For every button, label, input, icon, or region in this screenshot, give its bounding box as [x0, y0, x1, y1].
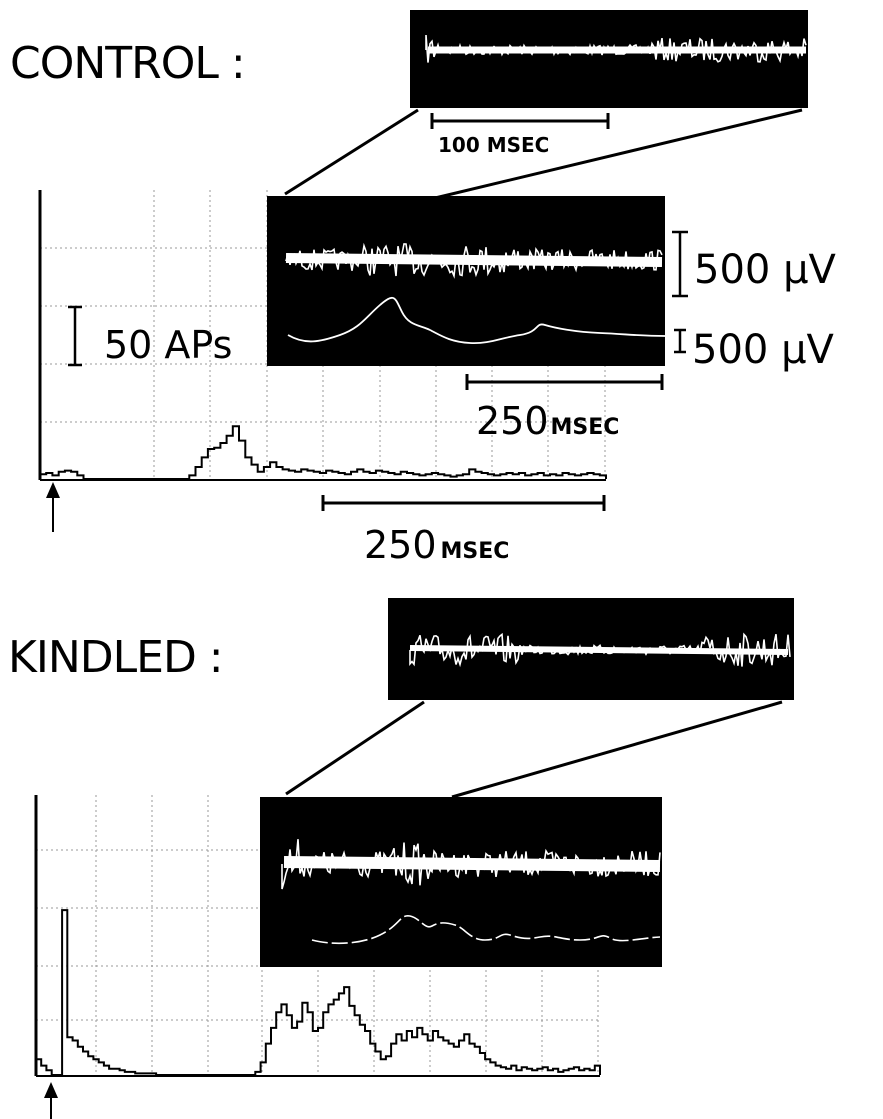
control-inset-main: [267, 196, 665, 366]
control-unit-noise: [285, 242, 663, 279]
kindled-unit-noise: [281, 839, 661, 890]
kindled-inset-top-noise: [409, 632, 791, 668]
kindled-inset-top-trace: [409, 645, 789, 655]
control-unit-trace: [285, 253, 663, 267]
kindled-label: KINDLED :: [8, 632, 223, 683]
control-inset-scale-label: 100 MSEC: [438, 133, 549, 157]
control-uv-label-1: 500 μV: [694, 247, 837, 293]
control-field-trace: [287, 296, 666, 344]
kindled-connector-left: [285, 700, 425, 796]
control-connector-right: [434, 108, 803, 200]
kindled-stimulus-arrow-head: [44, 1082, 58, 1098]
control-hist-scale-label: 250 MSEC: [364, 523, 509, 567]
control-inset-top: [410, 10, 808, 108]
control-uv-label-2: 500 μV: [692, 327, 835, 373]
control-grid: [40, 190, 606, 480]
control-histogram: [39, 425, 607, 480]
control-label: CONTROL :: [10, 38, 245, 89]
kindled-connector-right: [451, 700, 783, 799]
control-inset-top-noise: [425, 34, 807, 64]
control-connector-left: [284, 108, 419, 196]
kindled-histogram: [35, 909, 601, 1076]
kindled-field-trace: [311, 915, 661, 945]
control-trace-scale-label: 250MSEC: [476, 399, 619, 443]
control-aps-label: 50 APs: [104, 323, 232, 367]
control-stimulus-arrow-head: [46, 482, 60, 498]
